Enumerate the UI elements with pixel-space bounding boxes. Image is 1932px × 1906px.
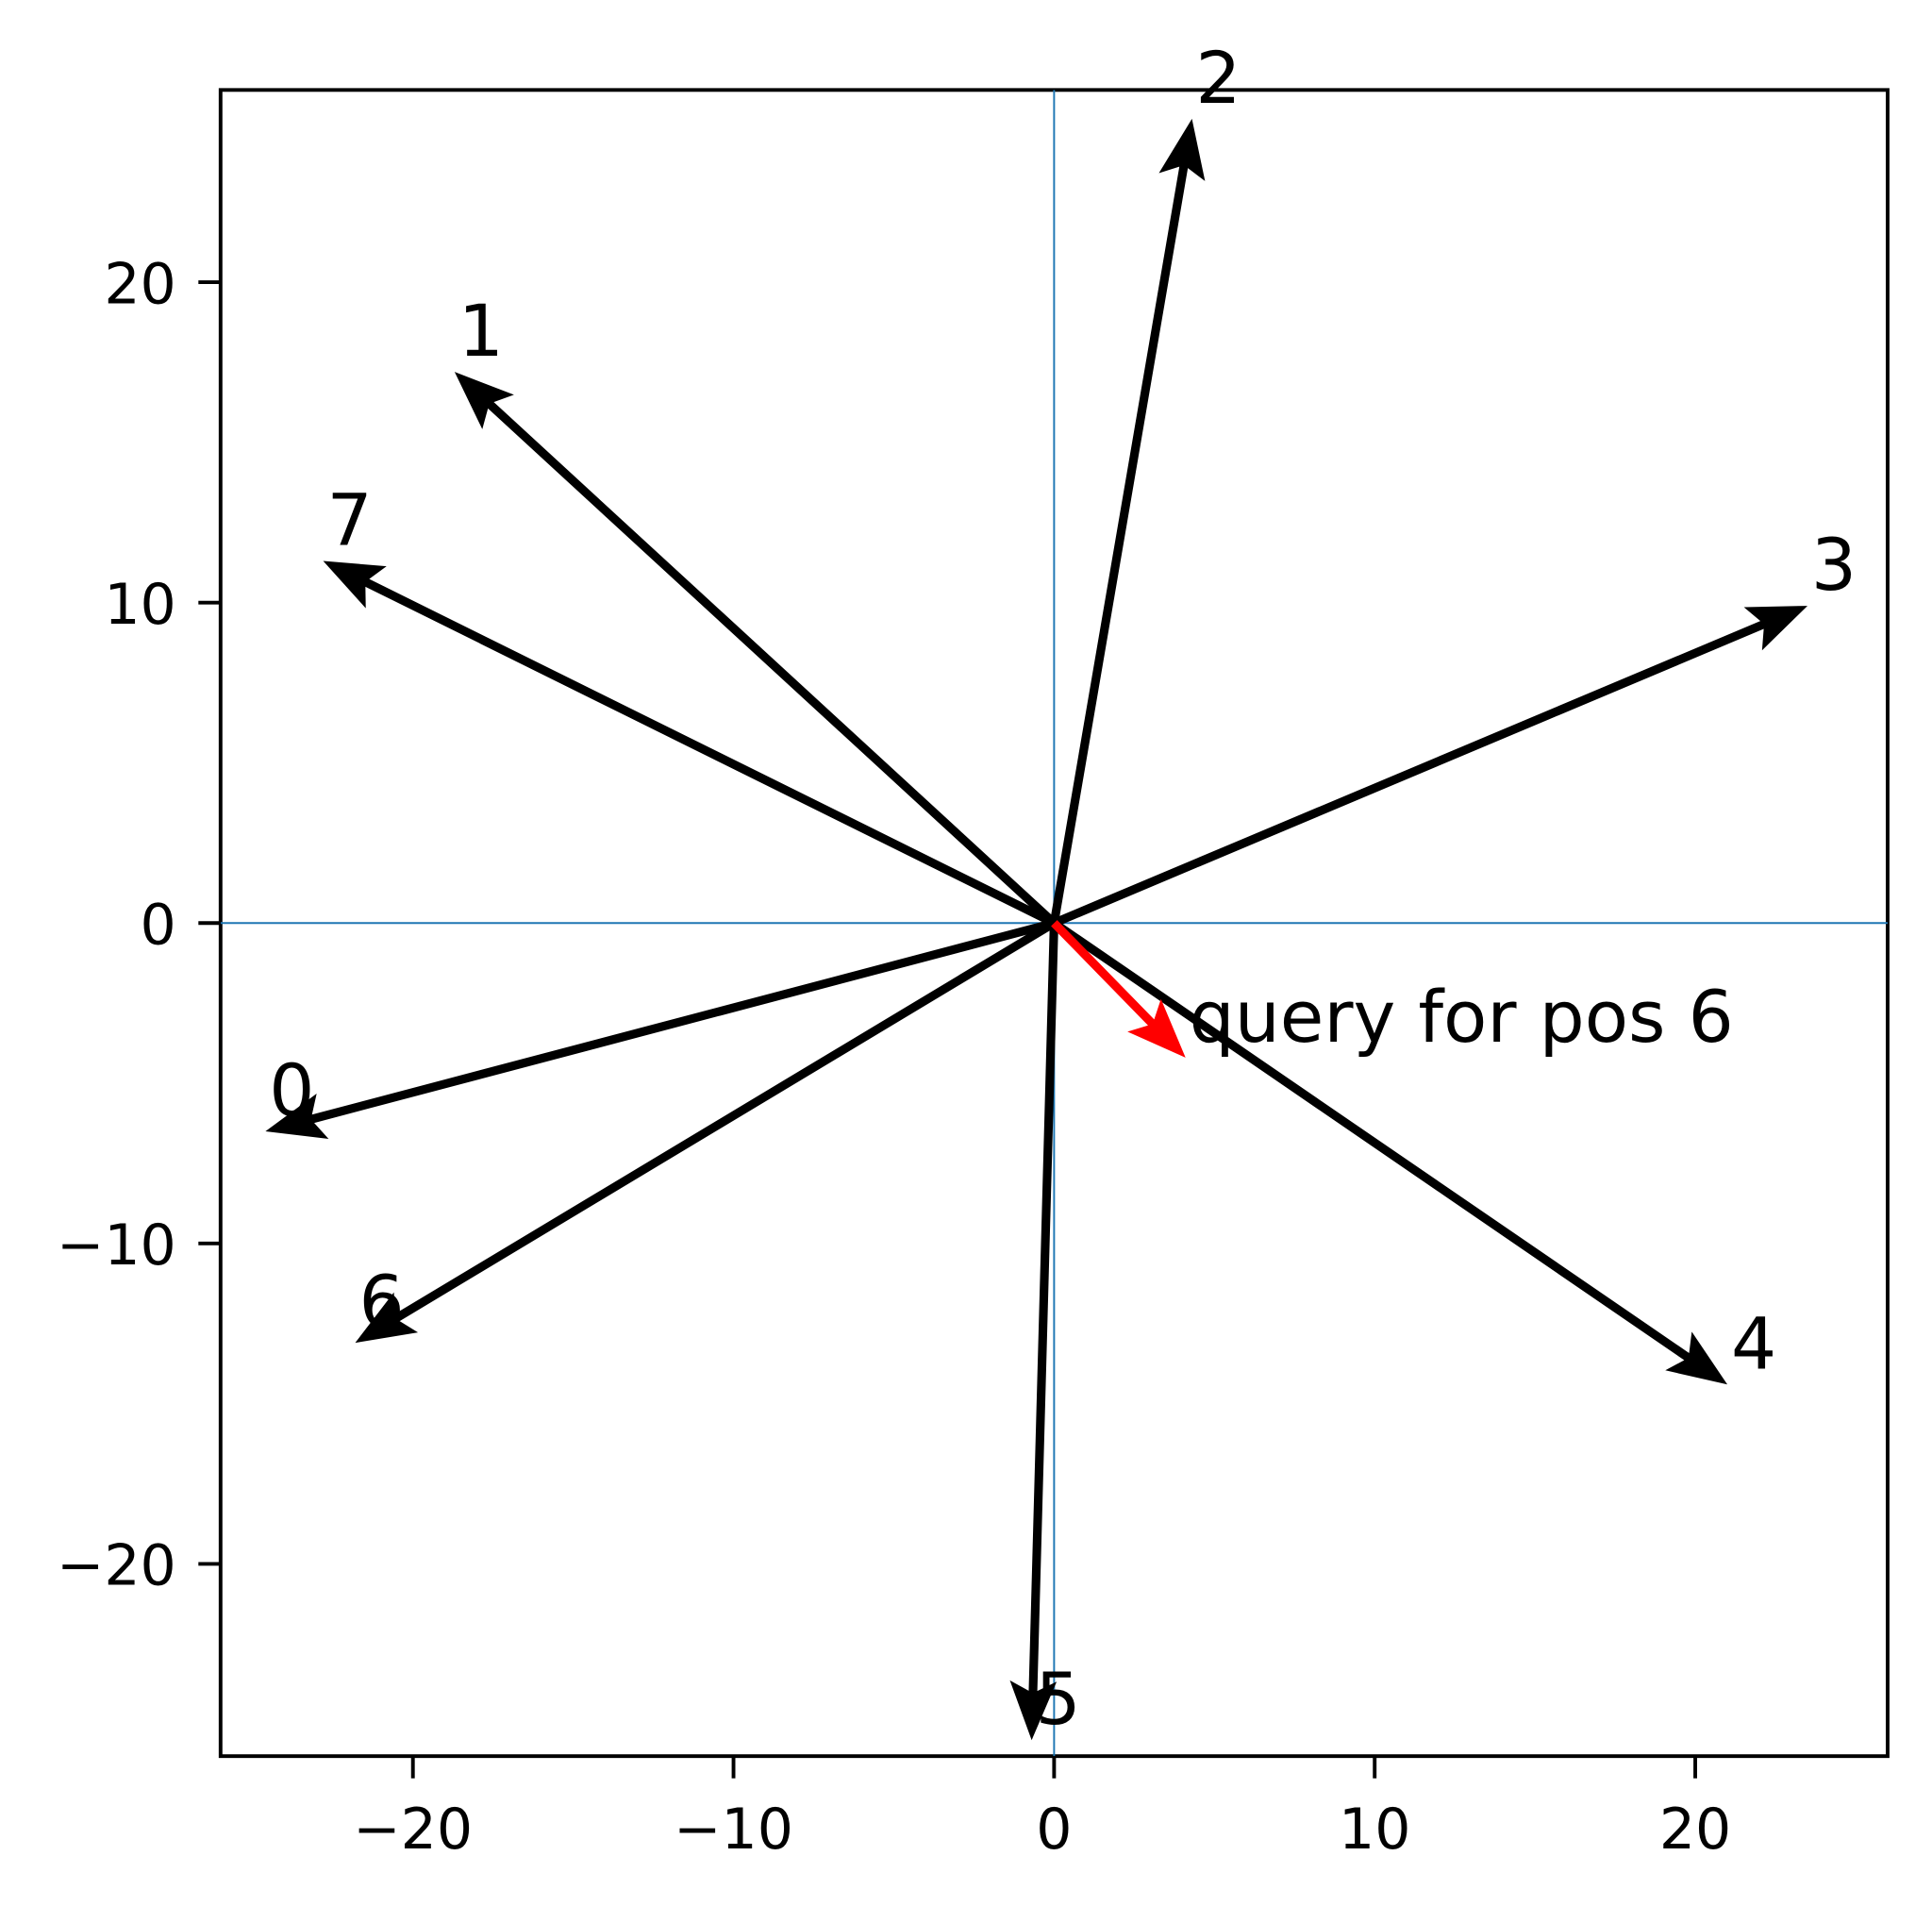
vector-arrow [1052, 606, 1807, 928]
x-tick-label: 0 [1036, 1797, 1072, 1863]
vector-arrow [1051, 919, 1728, 1385]
y-tick-label: −20 [57, 1533, 176, 1599]
vector-label: 5 [1036, 1658, 1081, 1741]
x-tick-label: −20 [353, 1797, 473, 1863]
vector-label: 7 [326, 479, 372, 562]
vector-arrow [265, 918, 1056, 1139]
y-tick-label: 10 [104, 572, 175, 638]
vector-arrow [1051, 920, 1186, 1058]
vector-arrow [355, 919, 1057, 1344]
y-tick-label: 20 [104, 251, 175, 317]
vector-label: query for pos 6 [1190, 976, 1734, 1059]
vector-arrow [1009, 923, 1058, 1741]
vector-label: 6 [358, 1261, 404, 1344]
vector-arrow [1049, 118, 1206, 925]
x-tick-label: 10 [1339, 1797, 1410, 1863]
y-tick-label: −10 [57, 1212, 176, 1279]
vector-label: 0 [269, 1049, 314, 1132]
y-tick-label: 0 [141, 892, 176, 958]
vector-label: 4 [1731, 1302, 1776, 1385]
x-tick-label: −10 [674, 1797, 793, 1863]
vector-arrow [454, 372, 1058, 927]
vector-arrow [323, 560, 1057, 928]
vector-label: 3 [1811, 524, 1857, 607]
x-tick-label: 20 [1659, 1797, 1731, 1863]
vector-label: 2 [1195, 37, 1241, 120]
vector-label: 1 [458, 290, 504, 373]
